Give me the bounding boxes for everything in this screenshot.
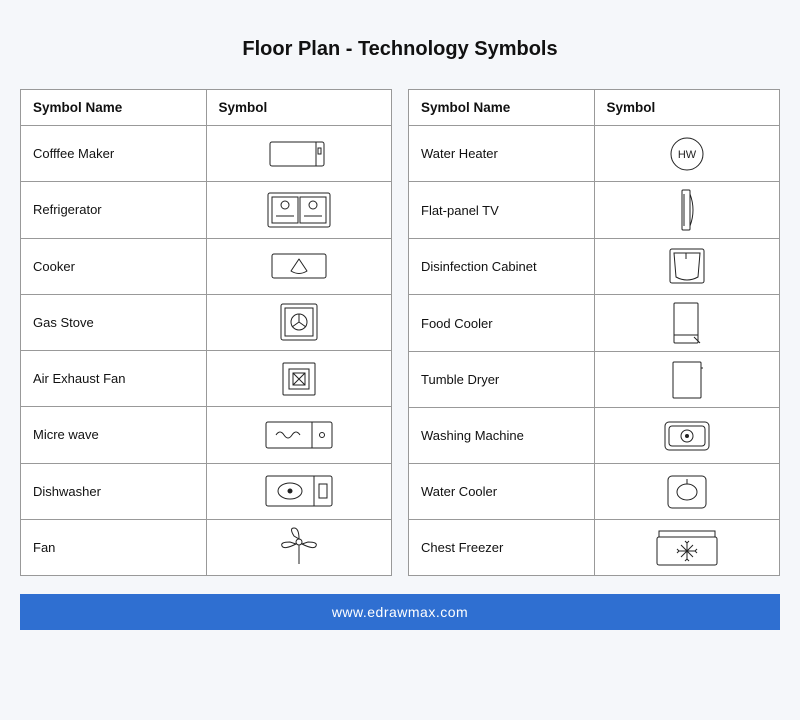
symbol-cell: HW (594, 126, 780, 182)
symbol-cell (206, 126, 392, 182)
symbol-name: Refrigerator (21, 182, 207, 238)
symbols-table-left: Symbol Name Symbol Cofffee Maker Refrige… (20, 89, 392, 576)
chest-freezer-icon (651, 527, 723, 569)
table-row: Food Cooler (409, 295, 780, 352)
symbol-cell (206, 182, 392, 238)
tables-wrapper: Symbol Name Symbol Cofffee Maker Refrige… (20, 89, 780, 576)
microwave-icon (262, 417, 336, 453)
table-row: Chest Freezer (409, 520, 780, 576)
symbol-name: Food Cooler (409, 295, 595, 352)
symbol-name: Water Cooler (409, 464, 595, 520)
table-row: Washing Machine (409, 408, 780, 464)
fan-icon (274, 526, 324, 568)
col-header-name: Symbol Name (21, 90, 207, 126)
gas-stove-icon (277, 300, 321, 344)
air-exhaust-fan-icon (279, 359, 319, 399)
symbol-name: Tumble Dryer (409, 352, 595, 408)
symbol-cell (594, 352, 780, 408)
cooker-icon (266, 248, 332, 284)
symbol-cell (594, 239, 780, 295)
symbol-name: Fan (21, 519, 207, 575)
table-row: Flat-panel TV (409, 182, 780, 239)
symbol-cell (206, 351, 392, 407)
col-header-symbol: Symbol (206, 90, 392, 126)
symbol-name: Cooker (21, 238, 207, 294)
symbol-name: Chest Freezer (409, 520, 595, 576)
symbol-cell (594, 295, 780, 352)
left-tbody: Cofffee Maker Refrigerator Cooker Gas St… (21, 126, 392, 576)
footer-text: www.edrawmax.com (332, 604, 468, 620)
dishwasher-icon (262, 472, 336, 510)
table-row: Cooker (21, 238, 392, 294)
water-heater-icon: HW (666, 133, 708, 175)
table-row: Water Cooler (409, 464, 780, 520)
symbol-cell (594, 464, 780, 520)
symbol-name: Water Heater (409, 126, 595, 182)
symbol-cell (206, 407, 392, 463)
table-row: Micre wave (21, 407, 392, 463)
symbol-name: Washing Machine (409, 408, 595, 464)
symbol-name: Flat-panel TV (409, 182, 595, 239)
symbol-name: Dishwasher (21, 463, 207, 519)
symbol-cell (206, 294, 392, 350)
symbol-name: Disinfection Cabinet (409, 239, 595, 295)
disinfection-cabinet-icon (664, 245, 710, 289)
right-tbody: Water Heater HW Flat-panel TV Disinfecti… (409, 126, 780, 576)
symbol-name: Air Exhaust Fan (21, 351, 207, 407)
refrigerator-icon (262, 189, 336, 231)
symbol-cell (206, 238, 392, 294)
coffee-maker-icon (264, 137, 334, 171)
table-row: Water Heater HW (409, 126, 780, 182)
table-row: Refrigerator (21, 182, 392, 238)
table-row: Air Exhaust Fan (21, 351, 392, 407)
flat-panel-tv-icon (672, 186, 702, 234)
col-header-name: Symbol Name (409, 90, 595, 126)
symbol-cell (594, 520, 780, 576)
svg-text:HW: HW (678, 149, 697, 161)
symbol-name: Cofffee Maker (21, 126, 207, 182)
tumble-dryer-icon (667, 358, 707, 402)
page-title: Floor Plan - Technology Symbols (20, 38, 780, 61)
symbol-name: Micre wave (21, 407, 207, 463)
water-cooler-icon (662, 471, 712, 513)
washing-machine-icon (659, 416, 715, 456)
table-row: Gas Stove (21, 294, 392, 350)
symbol-cell (594, 408, 780, 464)
food-cooler-icon (668, 299, 706, 347)
symbol-cell (206, 519, 392, 575)
symbol-name: Gas Stove (21, 294, 207, 350)
table-row: Tumble Dryer (409, 352, 780, 408)
table-row: Disinfection Cabinet (409, 239, 780, 295)
table-row: Cofffee Maker (21, 126, 392, 182)
col-header-symbol: Symbol (594, 90, 780, 126)
symbol-cell (206, 463, 392, 519)
table-row: Fan (21, 519, 392, 575)
symbol-cell (594, 182, 780, 239)
table-row: Dishwasher (21, 463, 392, 519)
symbols-table-right: Symbol Name Symbol Water Heater HW Flat-… (408, 89, 780, 576)
footer-bar: www.edrawmax.com (20, 594, 780, 630)
